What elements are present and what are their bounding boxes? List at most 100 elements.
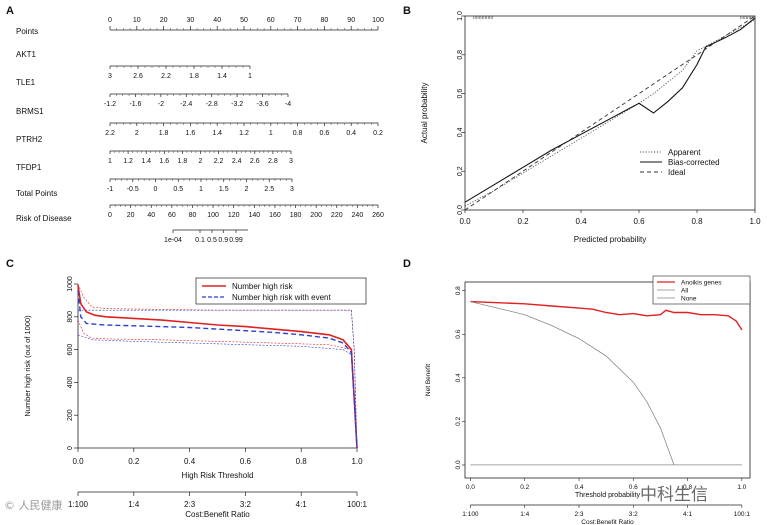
nomogram-tick-label: -3.2 xyxy=(231,101,243,108)
x2-axis-label: Cost:Benefit Ratio xyxy=(581,519,634,525)
series-line-number-high-risk-with-event-ci-upper xyxy=(78,309,358,449)
nomogram-row-label: Total Points xyxy=(16,189,57,198)
nomogram-tick-label: 2.8 xyxy=(268,158,278,165)
nomogram-tick-label: 0.8 xyxy=(293,130,303,137)
nomogram-tick-label: 2.5 xyxy=(264,186,274,193)
nomogram-tick-label: 0.6 xyxy=(320,130,330,137)
y-tick-label: 0.6 xyxy=(455,329,462,338)
nomogram-tick-label: 1 xyxy=(248,73,252,80)
panel-b-calibration: B 0.0 0.2 0.4 0.6 0.8 1.0 0.0 0.2 0.4 0.6 0.8 1.0 Pr… xyxy=(395,0,767,250)
nomogram-tick-label: 0.5 xyxy=(207,237,217,244)
x-tick-label: 0.4 xyxy=(184,457,196,466)
nomogram-tick-label: -3.6 xyxy=(257,101,269,108)
legend-label: Ideal xyxy=(668,168,686,177)
x-tick-label: 0.2 xyxy=(517,217,529,226)
calibration-svg: B 0.0 0.2 0.4 0.6 0.8 1.0 0.0 0.2 0.4 0.6 0.8 1.0 Pr… xyxy=(403,5,761,244)
series-line-number-high-risk-with-event xyxy=(77,290,358,449)
nomogram-tick-label: 1 xyxy=(269,130,273,137)
legend-box xyxy=(195,277,367,305)
nomogram-tick-label: 80 xyxy=(321,17,329,24)
series-line-number-high-risk-with-event-ci-lower xyxy=(77,334,358,449)
nomogram-tick-label: 1.2 xyxy=(239,130,249,137)
nomogram-tick-label: 200 xyxy=(310,212,322,219)
series-line-anoikis-genes xyxy=(470,300,743,331)
x-tick-label: 1.0 xyxy=(737,484,746,491)
y-axis-label: Number high risk (out of 1000) xyxy=(23,315,32,417)
nomogram-tick-label: 70 xyxy=(294,17,302,24)
x2-tick-label: 4:1 xyxy=(683,511,692,518)
nomogram-tick-label: 180 xyxy=(290,212,302,219)
nomogram-tick-label: -0.5 xyxy=(127,186,139,193)
y-tick-label: 0.0 xyxy=(455,460,462,469)
nomogram-tick-label: 10 xyxy=(133,17,141,24)
nomogram-tick-label: 1.2 xyxy=(123,158,133,165)
panel-letter-c: C xyxy=(6,258,14,270)
x-tick-label: 0.6 xyxy=(240,457,252,466)
x-tick-label: 1.0 xyxy=(351,457,363,466)
x2-tick-label: 100:1 xyxy=(734,511,751,518)
nomogram-tick-label: 20 xyxy=(160,17,168,24)
nomogram-tick-label: 0.99 xyxy=(229,237,243,244)
nomogram-tick-label: 2 xyxy=(135,130,139,137)
x2-tick-label: 1:4 xyxy=(520,511,529,518)
nomogram-tick-label: 2.6 xyxy=(250,158,260,165)
nomogram-tick-label: 140 xyxy=(248,212,260,219)
legend-label: Bias-corrected xyxy=(668,158,720,167)
y-tick-label: 600 xyxy=(67,344,74,356)
x-tick-label: 0.2 xyxy=(520,484,529,491)
x-tick-label: 0.4 xyxy=(575,217,587,226)
nomogram-tick-label: 1.4 xyxy=(212,130,222,137)
legend-label: None xyxy=(681,296,697,303)
nomogram-tick-label: 0.4 xyxy=(346,130,356,137)
series-line-number-high-risk-ci-upper xyxy=(77,283,358,449)
x2-tick-label: 4:1 xyxy=(296,500,308,509)
nomogram-tick-label: 2.2 xyxy=(161,73,171,80)
nomogram-tick-label: 30 xyxy=(187,17,195,24)
nomogram-tick-label: 2.6 xyxy=(133,73,143,80)
x-tick-label: 0.4 xyxy=(574,484,583,491)
y-tick-label: 0.2 xyxy=(457,166,464,176)
nomogram-tick-label: 2 xyxy=(245,186,249,193)
nomogram-tick-label: 1.6 xyxy=(186,130,196,137)
nomogram-tick-label: 100 xyxy=(372,17,384,24)
x-tick-label: 0.8 xyxy=(296,457,308,466)
x2-tick-label: 1:100 xyxy=(462,511,479,518)
nomogram-tick-label: 60 xyxy=(267,17,275,24)
x-tick-label: 0.8 xyxy=(683,484,692,491)
decision-curve-svg: D 0.0 0.2 0.4 0.6 0.8 1.0 0.0 0.2 0.4 0.6 0.8 Thres… xyxy=(403,258,751,525)
legend-label: Number high risk xyxy=(232,282,293,291)
nomogram-tick-label: 100 xyxy=(207,212,219,219)
nomogram-tick-label: 1 xyxy=(199,186,203,193)
nomogram-tick-label: 160 xyxy=(269,212,281,219)
nomogram-tick-label: 0.2 xyxy=(373,130,383,137)
nomogram-row-label: Points xyxy=(16,27,38,36)
nomogram-tick-label: 1.4 xyxy=(141,158,151,165)
nomogram-tick-label: 2.4 xyxy=(232,158,242,165)
y-tick-label: 0.8 xyxy=(457,50,464,60)
nomogram-tick-label: 220 xyxy=(331,212,343,219)
nomogram-row-label: TFDP1 xyxy=(16,163,42,172)
nomogram-tick-label: 1.8 xyxy=(159,130,169,137)
nomogram-tick-label: 240 xyxy=(352,212,364,219)
nomogram-tick-label: 0 xyxy=(108,17,112,24)
nomogram-tick-label: 1.8 xyxy=(178,158,188,165)
y-tick-label: 1000 xyxy=(67,276,74,292)
y-tick-label: 0 xyxy=(67,446,74,450)
nomogram-tick-label: -2 xyxy=(158,101,164,108)
nomogram-tick-label: 90 xyxy=(347,17,355,24)
nomogram-tick-label: -4 xyxy=(285,101,291,108)
watermark-right: 中科生信 xyxy=(640,485,708,505)
nomogram-tick-label: 1 xyxy=(108,158,112,165)
panel-letter-a: A xyxy=(6,5,14,17)
y-tick-label: 0.2 xyxy=(455,416,462,425)
nomogram-tick-label: -1.2 xyxy=(104,101,116,108)
x2-tick-label: 100:1 xyxy=(347,500,368,509)
series-line-number-high-risk xyxy=(77,285,358,449)
watermark-left: © 人民健康 xyxy=(4,499,63,512)
nomogram-tick-label: 2.2 xyxy=(105,130,115,137)
x2-tick-label: 1:4 xyxy=(128,500,140,509)
nomogram-tick-label: 0 xyxy=(154,186,158,193)
x-tick-label: 0.0 xyxy=(466,484,475,491)
panel-a-nomogram: A Points 0 10 20 30 40 50 60 70 80 90 100 AKT1 3 2.6 2.… xyxy=(0,0,390,250)
nomogram-tick-label: 40 xyxy=(147,212,155,219)
